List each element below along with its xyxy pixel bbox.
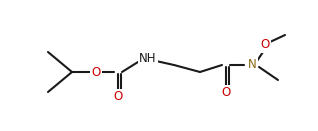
Text: O: O [260, 39, 270, 51]
Text: O: O [91, 66, 100, 78]
Text: NH: NH [139, 51, 157, 64]
Text: N: N [248, 59, 256, 72]
Text: O: O [221, 86, 231, 100]
Text: O: O [114, 91, 123, 103]
